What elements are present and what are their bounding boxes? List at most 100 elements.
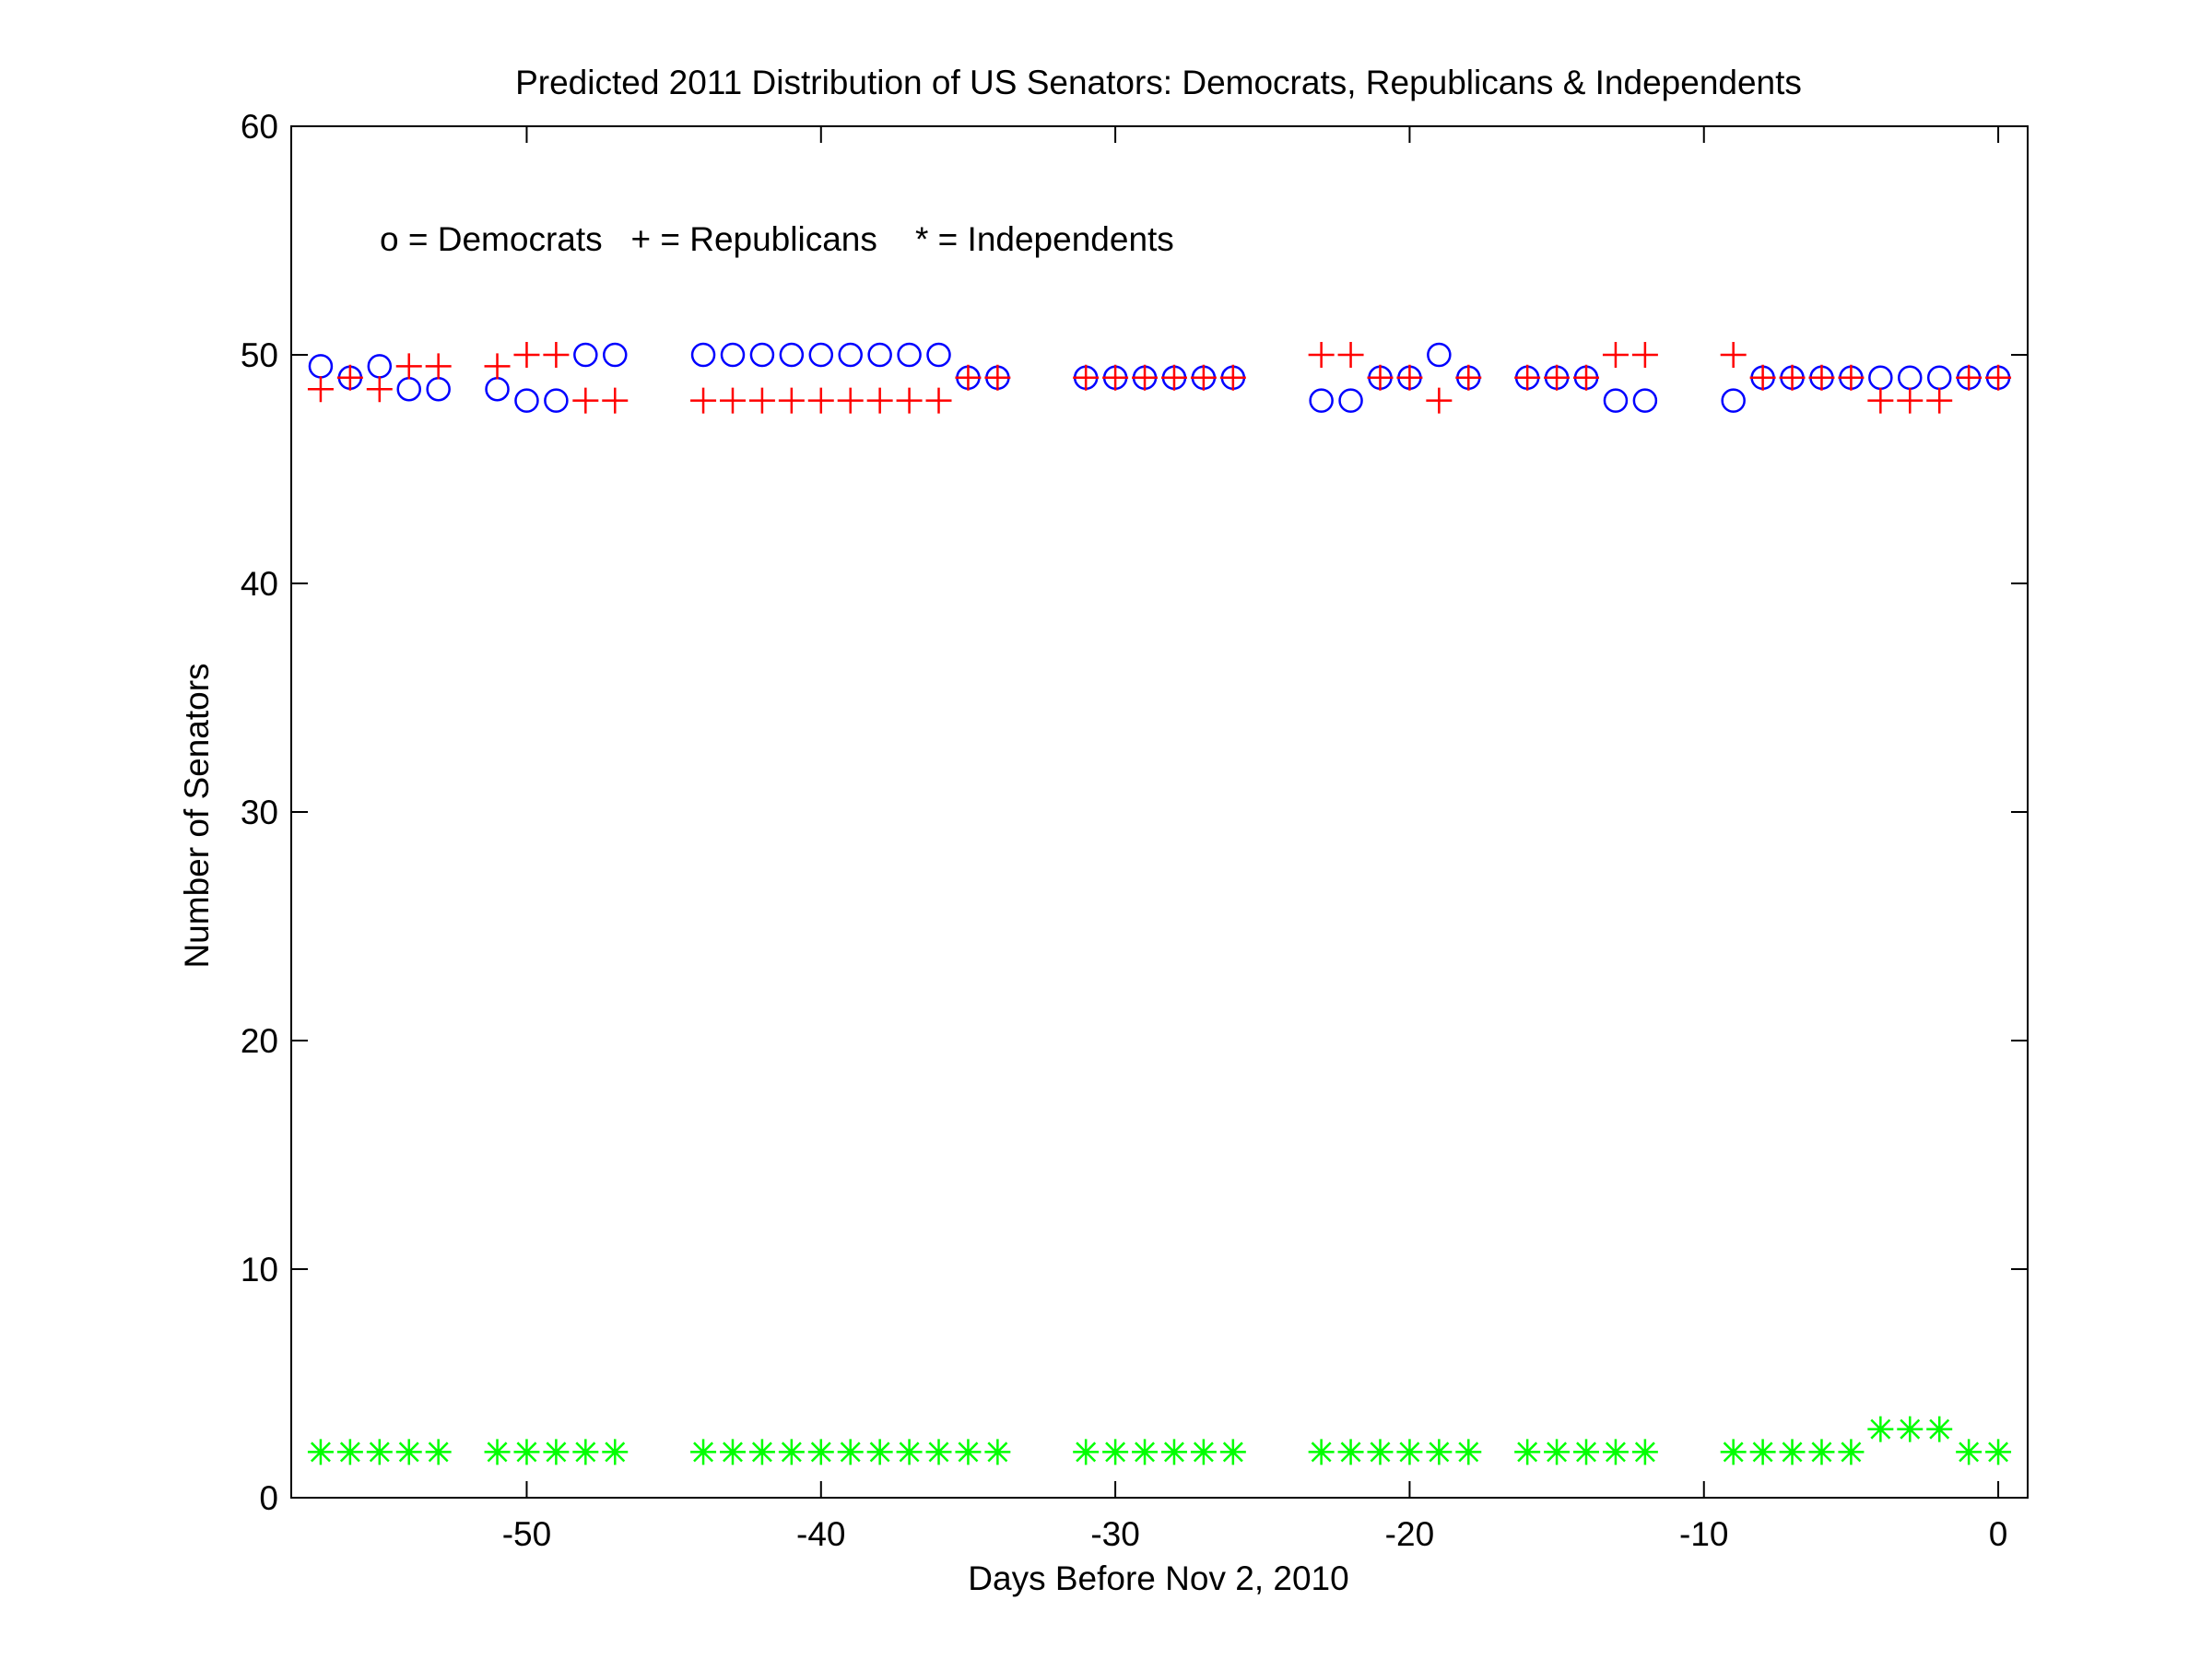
plot-area — [290, 125, 2029, 1499]
point-republicans — [1337, 342, 1364, 368]
point-independents — [1720, 1439, 1747, 1465]
point-republicans — [572, 387, 599, 414]
point-republicans — [1160, 364, 1187, 391]
point-democrats — [573, 342, 598, 368]
point-democrats — [514, 388, 539, 413]
point-republicans — [513, 342, 540, 368]
point-independents — [1396, 1439, 1423, 1465]
point-independents — [1779, 1439, 1806, 1465]
point-republicans — [719, 387, 746, 414]
point-independents — [1985, 1439, 2012, 1465]
point-democrats — [749, 342, 775, 368]
point-republicans — [1514, 364, 1541, 391]
point-independents — [896, 1439, 923, 1465]
point-republicans — [1926, 387, 1953, 414]
point-independents — [1190, 1439, 1217, 1465]
point-independents — [1749, 1439, 1776, 1465]
point-republicans — [1426, 387, 1453, 414]
point-independents — [1602, 1439, 1629, 1465]
point-independents — [336, 1439, 363, 1465]
point-republicans — [1132, 364, 1159, 391]
point-democrats — [838, 342, 863, 368]
point-republicans — [778, 387, 805, 414]
point-republicans — [1544, 364, 1571, 391]
point-independents — [1160, 1439, 1187, 1465]
point-independents — [1897, 1416, 1924, 1442]
point-democrats — [1632, 388, 1658, 413]
point-republicans — [1838, 364, 1865, 391]
point-independents — [1455, 1439, 1482, 1465]
point-republicans — [1867, 387, 1894, 414]
point-independents — [1132, 1439, 1159, 1465]
point-independents — [366, 1439, 393, 1465]
point-independents — [395, 1439, 422, 1465]
point-independents — [1808, 1439, 1835, 1465]
point-independents — [1102, 1439, 1129, 1465]
point-republicans — [690, 387, 717, 414]
point-democrats — [897, 342, 922, 368]
y-tick-label: 60 — [241, 108, 278, 146]
y-axis-label: Number of Senators — [178, 663, 216, 968]
point-democrats — [720, 342, 746, 368]
point-democrats — [867, 342, 892, 368]
point-independents — [1426, 1439, 1453, 1465]
point-independents — [837, 1439, 864, 1465]
point-republicans — [1808, 364, 1835, 391]
point-republicans — [366, 376, 393, 403]
point-republicans — [1602, 342, 1629, 368]
point-republicans — [896, 387, 923, 414]
point-independents — [984, 1439, 1011, 1465]
point-independents — [1573, 1439, 1600, 1465]
point-republicans — [1897, 387, 1924, 414]
point-democrats — [779, 342, 805, 368]
point-republicans — [925, 387, 952, 414]
point-independents — [602, 1439, 629, 1465]
point-republicans — [1219, 364, 1246, 391]
point-republicans — [955, 364, 982, 391]
x-tick-label: -50 — [502, 1515, 551, 1553]
point-independents — [719, 1439, 746, 1465]
point-democrats — [603, 342, 628, 368]
point-democrats — [926, 342, 951, 368]
plot-frame — [290, 125, 2029, 1499]
point-democrats — [544, 388, 569, 413]
point-independents — [1838, 1439, 1865, 1465]
point-independents — [1867, 1416, 1894, 1442]
point-republicans — [1779, 364, 1806, 391]
y-tick-label: 10 — [241, 1251, 278, 1288]
point-independents — [1337, 1439, 1364, 1465]
point-independents — [425, 1439, 452, 1465]
point-democrats — [1721, 388, 1746, 413]
point-republicans — [1396, 364, 1423, 391]
point-independents — [955, 1439, 982, 1465]
point-democrats — [1427, 342, 1452, 368]
point-republicans — [395, 353, 422, 380]
point-independents — [866, 1439, 893, 1465]
y-tick-label: 20 — [241, 1022, 278, 1060]
data-markers — [307, 342, 2012, 1465]
point-independents — [1544, 1439, 1571, 1465]
y-tick-label: 40 — [241, 565, 278, 603]
point-republicans — [1455, 364, 1482, 391]
point-republicans — [602, 387, 629, 414]
point-republicans — [1573, 364, 1600, 391]
point-democrats — [1338, 388, 1363, 413]
point-independents — [807, 1439, 834, 1465]
point-independents — [1956, 1439, 1983, 1465]
point-republicans — [984, 364, 1011, 391]
point-republicans — [1749, 364, 1776, 391]
point-republicans — [1367, 364, 1394, 391]
point-independents — [748, 1439, 775, 1465]
point-democrats — [1309, 388, 1334, 413]
point-republicans — [1720, 342, 1747, 368]
point-independents — [1073, 1439, 1100, 1465]
point-independents — [307, 1439, 334, 1465]
legend-annotation: o = Democrats + = Republicans * = Indepe… — [380, 220, 1174, 258]
point-independents — [1367, 1439, 1394, 1465]
point-republicans — [484, 353, 511, 380]
point-independents — [778, 1439, 805, 1465]
point-republicans — [1308, 342, 1335, 368]
point-republicans — [543, 342, 570, 368]
point-independents — [484, 1439, 511, 1465]
